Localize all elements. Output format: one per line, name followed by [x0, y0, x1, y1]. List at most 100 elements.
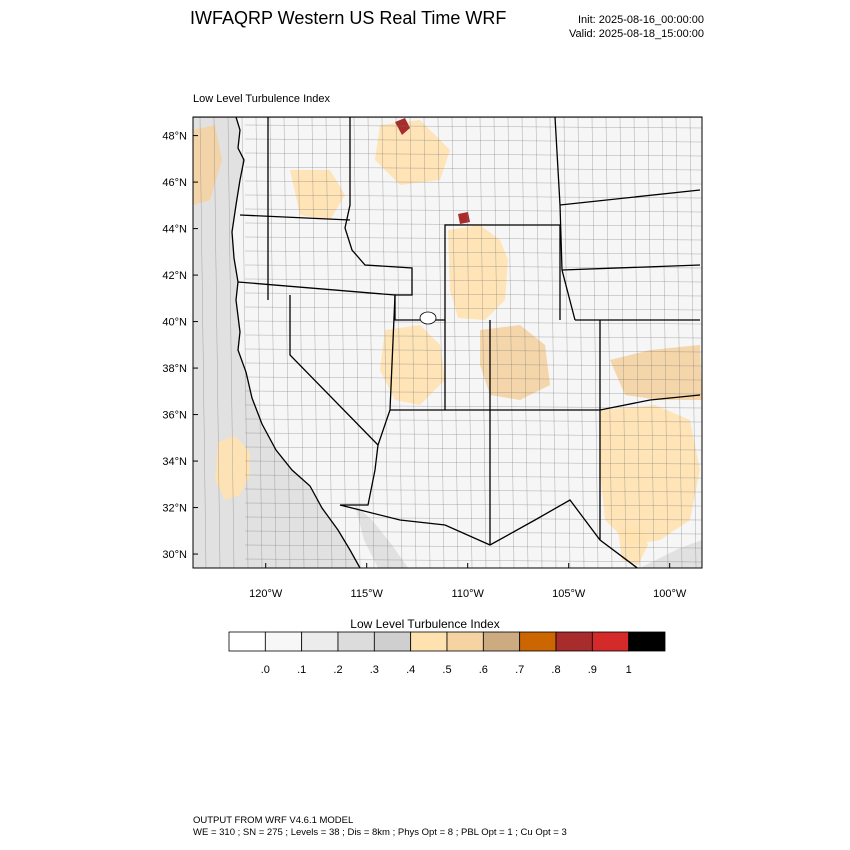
lat-tick-label: 38°N — [162, 363, 187, 375]
county-line — [633, 117, 641, 568]
county-line — [409, 117, 417, 568]
county-line — [563, 117, 571, 568]
county-line — [244, 502, 702, 507]
county-line — [465, 117, 473, 568]
county-line — [325, 117, 333, 568]
county-line — [269, 117, 277, 568]
county-line — [244, 348, 702, 353]
county-line — [535, 117, 543, 568]
county-line — [507, 117, 515, 568]
county-line — [647, 117, 655, 568]
county-line — [367, 117, 375, 568]
gulf-of-california — [355, 505, 408, 568]
county-line — [244, 558, 702, 563]
county-line — [244, 152, 702, 157]
county-line — [244, 544, 702, 549]
county-line — [381, 117, 389, 568]
footer-line-1: OUTPUT FROM WRF V4.6.1 MODEL — [193, 815, 354, 826]
county-line — [244, 516, 702, 521]
county-line — [619, 117, 627, 568]
county-line — [199, 117, 207, 568]
county-line — [244, 530, 702, 535]
county-line — [244, 320, 702, 325]
county-line — [255, 117, 263, 568]
county-line — [244, 418, 702, 423]
county-line — [244, 362, 702, 367]
state-boundaries — [193, 117, 702, 568]
county-line — [244, 236, 702, 241]
great-salt-lake — [419, 311, 437, 325]
county-line — [423, 117, 431, 568]
map-content — [193, 117, 702, 568]
county-line — [244, 460, 702, 465]
lon-tick-label: 100°W — [653, 588, 687, 600]
county-line — [244, 166, 702, 171]
county-line — [213, 117, 221, 568]
valid-time: Valid: 2025-08-18_15:00:00 — [569, 28, 704, 40]
county-line — [244, 446, 702, 451]
county-line — [244, 432, 702, 437]
county-line — [339, 117, 347, 568]
county-line — [244, 474, 702, 479]
lat-tick-label: 30°N — [162, 549, 187, 561]
lat-tick-label: 34°N — [162, 456, 187, 468]
gulf-of-mexico — [640, 540, 702, 568]
plot-title: IWFAQRP Western US Real Time WRF — [190, 8, 507, 28]
lon-tick-label: 120°W — [249, 588, 283, 600]
county-line — [244, 208, 702, 213]
init-valid-block: Init: 2025-08-16_00:00:00 Valid: 2025-08… — [569, 13, 704, 41]
county-line — [549, 117, 557, 568]
county-line — [244, 138, 702, 143]
field-label: Low Level Turbulence Index — [193, 93, 330, 105]
county-line — [353, 117, 361, 568]
county-line — [591, 117, 599, 568]
county-line — [244, 488, 702, 493]
county-line — [244, 404, 702, 409]
county-line — [479, 117, 487, 568]
footer-line-2: WE = 310 ; SN = 275 ; Levels = 38 ; Dis … — [193, 827, 567, 838]
county-line — [297, 117, 305, 568]
county-line — [244, 292, 702, 297]
county-line — [244, 334, 702, 339]
lat-tick-label: 48°N — [162, 131, 187, 143]
county-line — [241, 117, 249, 568]
lat-tick-label: 40°N — [162, 317, 187, 329]
lon-tick-label: 105°W — [552, 588, 586, 600]
lon-tick-label: 115°W — [351, 588, 384, 600]
county-line — [244, 390, 702, 395]
colorbar-title: Low Level Turbulence Index — [350, 617, 500, 631]
county-line — [244, 250, 702, 255]
model-footer: OUTPUT FROM WRF V4.6.1 MODEL WE = 310 ; … — [193, 815, 567, 839]
county-line — [437, 117, 445, 568]
county-line — [521, 117, 529, 568]
county-boundaries — [199, 117, 702, 568]
county-line — [689, 117, 697, 568]
county-line — [244, 124, 702, 129]
county-line — [244, 278, 702, 283]
init-time: Init: 2025-08-16_00:00:00 — [578, 14, 704, 26]
coastline — [231, 117, 361, 568]
lon-tick-label: 110°W — [452, 588, 485, 600]
county-line — [283, 117, 291, 568]
county-line — [244, 180, 702, 185]
high-turbulence-spots — [395, 118, 470, 224]
longitude-ticks: 120°W 115°W 110°W 105°W 100°W — [249, 563, 687, 600]
county-line — [395, 117, 403, 568]
lat-tick-label: 44°N — [162, 224, 187, 236]
county-line — [605, 117, 613, 568]
county-line — [311, 117, 319, 568]
county-line — [493, 117, 501, 568]
county-line — [451, 117, 459, 568]
lat-tick-label: 46°N — [162, 177, 187, 189]
lat-tick-label: 32°N — [162, 503, 187, 515]
lat-tick-label: 36°N — [162, 410, 187, 422]
latitude-ticks: 30°N 32°N 34°N 36°N 38°N 40°N 42°N 44°N 46°N 48°N — [162, 131, 198, 561]
county-line — [661, 117, 669, 568]
county-line — [244, 376, 702, 381]
county-line — [227, 117, 235, 568]
lat-tick-label: 42°N — [162, 270, 187, 282]
county-line — [244, 306, 702, 311]
county-line — [577, 117, 585, 568]
map-frame — [192, 116, 703, 569]
